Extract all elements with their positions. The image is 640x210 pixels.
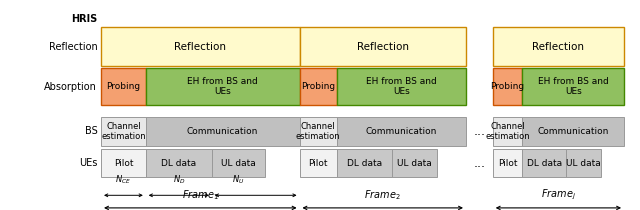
Bar: [337, 68, 466, 105]
Bar: [522, 68, 624, 105]
Text: DL data: DL data: [161, 159, 196, 168]
Text: ...: ...: [474, 125, 485, 138]
Text: $N_{CE}$: $N_{CE}$: [115, 173, 131, 186]
Bar: [522, 117, 624, 146]
Bar: [337, 149, 392, 177]
Text: UEs: UEs: [79, 158, 97, 168]
Text: Communication: Communication: [538, 127, 609, 136]
Text: EH from BS and
UEs: EH from BS and UEs: [188, 77, 258, 96]
Bar: [493, 117, 522, 146]
Bar: [101, 149, 146, 177]
Text: Reflection: Reflection: [49, 42, 97, 52]
Text: HRIS: HRIS: [71, 14, 97, 24]
Bar: [300, 149, 337, 177]
Text: Absorption: Absorption: [44, 82, 97, 92]
Text: UL data: UL data: [397, 159, 432, 168]
Text: DL data: DL data: [527, 159, 562, 168]
Bar: [101, 117, 146, 146]
Bar: [101, 27, 300, 66]
Text: Probing: Probing: [106, 82, 141, 91]
Text: $Frame_j$: $Frame_j$: [541, 187, 576, 202]
Text: ...: ...: [474, 157, 485, 170]
Text: $N_D$: $N_D$: [173, 173, 185, 186]
Text: DL data: DL data: [347, 159, 382, 168]
Bar: [146, 149, 212, 177]
Bar: [300, 27, 466, 66]
Text: Probing: Probing: [490, 82, 525, 91]
Bar: [392, 149, 437, 177]
Text: Reflection: Reflection: [174, 42, 227, 52]
Text: BS: BS: [84, 126, 97, 136]
Text: UL data: UL data: [566, 159, 601, 168]
Text: EH from BS and
UEs: EH from BS and UEs: [366, 77, 437, 96]
Text: UL data: UL data: [221, 159, 256, 168]
Text: Pilot: Pilot: [308, 159, 328, 168]
Bar: [300, 68, 337, 105]
Bar: [493, 68, 522, 105]
Text: $Frame_1$: $Frame_1$: [182, 188, 219, 202]
Text: Reflection: Reflection: [532, 42, 584, 52]
Text: Channel
estimation: Channel estimation: [296, 122, 340, 141]
Bar: [337, 117, 466, 146]
Text: $N_U$: $N_U$: [232, 173, 244, 186]
Text: Pilot: Pilot: [114, 159, 133, 168]
Text: Communication: Communication: [365, 127, 437, 136]
Bar: [493, 27, 624, 66]
Bar: [146, 68, 300, 105]
Bar: [566, 149, 601, 177]
Text: $Frame_2$: $Frame_2$: [364, 188, 401, 202]
Bar: [522, 149, 566, 177]
Bar: [493, 149, 522, 177]
Text: EH from BS and
UEs: EH from BS and UEs: [538, 77, 609, 96]
Text: Reflection: Reflection: [356, 42, 409, 52]
Bar: [300, 117, 337, 146]
Bar: [212, 149, 265, 177]
Bar: [146, 117, 300, 146]
Text: Probing: Probing: [301, 82, 335, 91]
Text: Channel
estimation: Channel estimation: [101, 122, 146, 141]
Text: Channel
estimation: Channel estimation: [485, 122, 530, 141]
Bar: [101, 68, 146, 105]
Text: Communication: Communication: [187, 127, 259, 136]
Text: Pilot: Pilot: [498, 159, 517, 168]
